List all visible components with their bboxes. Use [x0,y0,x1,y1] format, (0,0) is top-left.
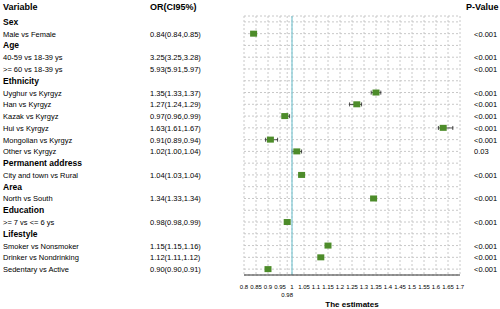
svg-text:1.5: 1.5 [408,284,417,290]
svg-text:<0.001: <0.001 [474,65,492,74]
svg-text:Drinker vs Nondrinking: Drinker vs Nondrinking [8,253,79,262]
html-text:OR(CI95%): OR(CI95%) [150,2,197,12]
svg-text:1.05: 1.05 [298,284,310,290]
svg-text:Lifestyle: Lifestyle [8,229,38,239]
svg-text:1.04(1.03,1.04): 1.04(1.03,1.04) [150,171,201,180]
html-text:P-Value: P-Value [466,2,499,12]
svg-text:Sex: Sex [8,17,18,27]
svg-text:0.85: 0.85 [250,284,262,290]
svg-text:Permanent address: Permanent address [8,158,82,168]
svg-text:0.91(0.89,0.94): 0.91(0.89,0.94) [150,136,201,145]
svg-text:0.98: 0.98 [281,292,293,298]
svg-text:<0.001: <0.001 [474,30,492,39]
svg-text:1.6: 1.6 [432,284,441,290]
svg-text:<0.001: <0.001 [474,218,492,227]
svg-text:<0.001: <0.001 [474,242,492,251]
svg-text:>= 7 vs <= 6 ys: >= 7 vs <= 6 ys [8,218,55,227]
svg-text:1.15(1.15,1.16): 1.15(1.15,1.16) [150,242,201,251]
svg-text:0.95: 0.95 [274,284,286,290]
svg-text:The estimates: The estimates [325,300,379,309]
svg-text:0.9: 0.9 [264,284,273,290]
svg-text:Kazak vs Kyrgyz: Kazak vs Kyrgyz [8,112,59,121]
svg-text:1.3: 1.3 [360,284,369,290]
svg-text:1.34(1.33,1.34): 1.34(1.33,1.34) [150,194,201,203]
svg-text:Ethnicity: Ethnicity [8,76,39,86]
svg-text:Other vs Kyrgyz: Other vs Kyrgyz [8,147,57,156]
svg-text:0.97(0.96,0.99): 0.97(0.96,0.99) [150,112,201,121]
svg-text:Male vs Female: Male vs Female [8,30,56,39]
svg-text:North vs South: North vs South [8,194,53,203]
svg-text:<0.001: <0.001 [474,171,492,180]
svg-text:<0.001: <0.001 [474,136,492,145]
svg-text:Hui vs Kyrgyz: Hui vs Kyrgyz [8,124,49,133]
svg-text:1.02(1.00,1.04): 1.02(1.00,1.04) [150,147,201,156]
svg-text:<0.001: <0.001 [474,124,492,133]
svg-text:<0.001: <0.001 [474,253,492,262]
svg-text:Education: Education [8,205,44,215]
svg-text:Sedentary vs Active: Sedentary vs Active [8,265,69,274]
svg-text:City and town vs Rural: City and town vs Rural [8,171,78,180]
svg-text:Uyghur vs Kyrgyz: Uyghur vs Kyrgyz [8,89,62,98]
svg-text:Area: Area [8,182,22,192]
svg-text:Han vs Kyrgyz: Han vs Kyrgyz [8,100,52,109]
svg-text:1.35(1.33,1.37): 1.35(1.33,1.37) [150,89,201,98]
svg-text:0.98(0.98,0.99): 0.98(0.98,0.99) [150,218,201,227]
svg-text:1.65: 1.65 [442,284,454,290]
svg-text:1: 1 [290,284,294,290]
svg-text:<0.001: <0.001 [474,89,492,98]
svg-text:1.25: 1.25 [346,284,358,290]
svg-text:5.93(5.91,5.97): 5.93(5.91,5.97) [150,65,201,74]
svg-text:1.15: 1.15 [322,284,334,290]
svg-text:<0.001: <0.001 [474,100,492,109]
svg-text:1.1: 1.1 [312,284,321,290]
svg-text:<0.001: <0.001 [474,53,492,62]
svg-text:<0.001: <0.001 [474,265,492,274]
svg-text:40-59 vs 18-39 ys: 40-59 vs 18-39 ys [8,53,63,62]
svg-text:1.55: 1.55 [418,284,430,290]
svg-text:<0.001: <0.001 [474,194,492,203]
svg-text:1.2: 1.2 [336,284,345,290]
svg-text:0.8: 0.8 [240,284,249,290]
svg-text:0.90(0.90,0.91): 0.90(0.90,0.91) [150,265,201,274]
svg-text:1.35: 1.35 [370,284,382,290]
svg-text:1.45: 1.45 [394,284,406,290]
svg-text:1.4: 1.4 [384,284,393,290]
svg-text:Smoker vs Nonsmoker: Smoker vs Nonsmoker [8,242,79,251]
svg-text:0.84(0.84,0.85): 0.84(0.84,0.85) [150,30,201,39]
svg-text:1.7: 1.7 [456,284,465,290]
svg-text:1.27(1.24,1.29): 1.27(1.24,1.29) [150,100,201,109]
svg-text:>= 60 vs 18-39 ys: >= 60 vs 18-39 ys [8,65,63,74]
svg-text:1.12(1.11,1.12): 1.12(1.11,1.12) [150,253,201,262]
svg-text:Mongolian vs Kyrgyz: Mongolian vs Kyrgyz [8,136,72,145]
html-text:Variable: Variable [3,2,38,12]
svg-text:3.25(3.25,3.28): 3.25(3.25,3.28) [150,53,201,62]
svg-text:<0.001: <0.001 [474,112,492,121]
svg-text:0.03: 0.03 [474,147,489,156]
svg-text:Age: Age [8,40,19,50]
svg-text:1.63(1.61,1.67): 1.63(1.61,1.67) [150,124,201,133]
